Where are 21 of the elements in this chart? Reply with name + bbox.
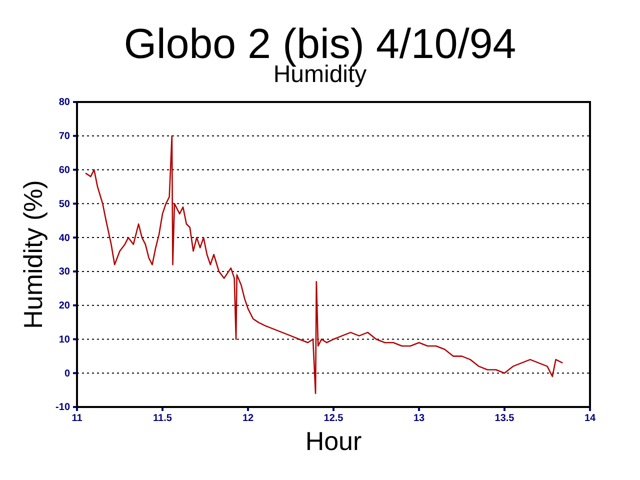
chart-title: Globo 2 (bis) 4/10/94 bbox=[124, 20, 516, 67]
x-tick-label: 11.5 bbox=[153, 413, 172, 424]
y-axis-title: Humidity (%) bbox=[18, 180, 48, 329]
y-tick-label: 70 bbox=[58, 131, 70, 142]
x-axis-title: Hour bbox=[305, 426, 362, 456]
y-tick-label: 0 bbox=[64, 368, 70, 380]
x-tick-label: 11 bbox=[72, 413, 83, 424]
x-tick-label: 13 bbox=[413, 413, 425, 424]
line-series bbox=[84, 135, 564, 394]
y-tick-label: 40 bbox=[58, 232, 70, 244]
y-tick-label: -10 bbox=[56, 402, 70, 414]
x-tick-label: 12.5 bbox=[324, 413, 344, 424]
x-tick-label: 13.5 bbox=[494, 413, 515, 424]
y-tick-label: 30 bbox=[58, 266, 70, 278]
x-tick-label: 12 bbox=[242, 413, 254, 424]
y-tick-label: 60 bbox=[58, 164, 70, 176]
x-tick-label: 14 bbox=[584, 413, 596, 424]
y-tick-label: 20 bbox=[58, 300, 70, 312]
y-tick-label: 10 bbox=[58, 334, 70, 346]
y-tick-label: 50 bbox=[58, 198, 70, 210]
y-tick-label: 80 bbox=[58, 97, 70, 108]
